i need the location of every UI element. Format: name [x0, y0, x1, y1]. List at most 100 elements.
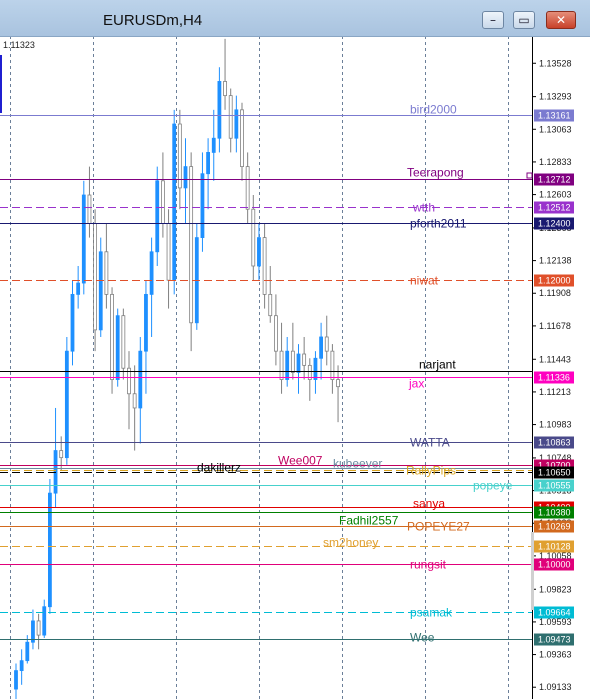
candle — [307, 358, 312, 401]
vertical-scrollbar[interactable] — [531, 532, 534, 610]
level-label-dakillerz: dakillerz — [197, 461, 241, 475]
candle-body — [155, 180, 160, 253]
price-tag-bg — [534, 606, 574, 619]
price-tag-label: 1.09664 — [538, 608, 571, 618]
level-label-psamak: psamak — [410, 606, 453, 620]
restore-button[interactable]: ▭ — [513, 11, 535, 29]
close-button[interactable]: ✕ — [546, 11, 576, 29]
y-tick-label: 1.11213 — [539, 387, 571, 397]
level-label-wee007: Wee007 — [278, 454, 323, 468]
price-tag: 1.10650 — [534, 466, 574, 479]
price-tag-label: 1.09473 — [538, 635, 571, 645]
price-tag-bg — [534, 633, 574, 646]
candle — [104, 223, 109, 309]
price-tag-label: 1.10000 — [538, 560, 571, 570]
corner-price-label: 1.11323 — [3, 40, 35, 50]
candle — [115, 308, 120, 387]
candle-body — [240, 109, 244, 168]
candle — [127, 351, 131, 430]
level-anchor-handle[interactable] — [526, 172, 533, 179]
candle-body — [121, 315, 126, 369]
level-label-sanya: sanya — [413, 497, 445, 511]
y-tick-label: 1.09133 — [539, 682, 572, 692]
candle — [53, 407, 58, 508]
candle-body — [183, 166, 188, 189]
y-tick-label: 1.09593 — [539, 617, 572, 627]
candle — [324, 315, 329, 366]
y-tick-label: 1.11678 — [539, 321, 571, 331]
candle-body — [127, 367, 131, 395]
level-label-kubeever: kubeever — [333, 457, 382, 471]
candle — [172, 109, 177, 295]
title-bar[interactable]: EURUSDm,H4 – ▭ ✕ — [0, 0, 590, 37]
candle-body — [206, 152, 211, 175]
candle — [144, 280, 148, 394]
candle-body — [313, 357, 318, 380]
y-tick-label: 1.10058 — [539, 551, 572, 561]
candle-body — [81, 194, 86, 284]
candle-body — [273, 315, 278, 352]
candle — [81, 180, 86, 295]
price-tag-label: 1.10863 — [538, 438, 571, 448]
candle — [217, 67, 222, 153]
candle-body — [330, 350, 335, 380]
level-label-niwat: niwat — [410, 274, 439, 288]
level-label-popeye27: POPEYE27 — [407, 520, 470, 534]
candle — [194, 223, 199, 330]
y-tick-label: 1.09823 — [539, 584, 572, 594]
candle-body — [64, 350, 69, 459]
candle — [251, 195, 256, 281]
candle-body — [189, 166, 194, 324]
price-tag-label: 1.12712 — [538, 175, 571, 185]
price-tag: 1.12512 — [534, 201, 574, 214]
candle-body — [132, 393, 137, 409]
price-tag: 1.10269 — [534, 520, 574, 533]
y-tick-label: 1.12833 — [539, 157, 572, 167]
price-tag: 1.13161 — [534, 109, 574, 122]
candle — [177, 109, 182, 210]
level-label-watta: WATTA — [410, 436, 450, 450]
candle — [313, 351, 318, 394]
candle-body — [93, 223, 97, 331]
close-icon: ✕ — [555, 13, 567, 27]
price-tag-bg — [534, 479, 574, 492]
price-tag-bg — [534, 558, 574, 571]
level-label-wee: Wee — [410, 631, 435, 645]
candle — [290, 322, 295, 380]
y-tick-label: 1.09363 — [539, 650, 572, 660]
price-tag: 1.09473 — [534, 633, 574, 646]
candle — [273, 294, 278, 366]
minimize-button[interactable]: – — [482, 11, 504, 29]
window-title: EURUSDm,H4 — [103, 12, 203, 29]
candle-body — [115, 315, 120, 380]
candle-body — [59, 450, 64, 459]
candle — [285, 336, 290, 387]
candle-body — [76, 282, 81, 295]
price-tag-bg — [534, 466, 574, 479]
candle — [211, 109, 216, 181]
candle-body — [31, 620, 35, 643]
candle-body — [172, 123, 177, 281]
price-tag-bg — [534, 274, 574, 287]
candle-body — [48, 492, 52, 608]
candle — [138, 336, 143, 444]
candle-body — [268, 293, 273, 317]
level-label-narjant: narjant — [419, 358, 456, 372]
candle-body — [257, 237, 261, 267]
candle-body — [307, 364, 312, 380]
candle-body — [87, 194, 92, 224]
y-tick-label: 1.12603 — [539, 190, 572, 200]
candle-body — [262, 237, 267, 295]
price-tag: 1.12400 — [534, 217, 574, 230]
candle — [110, 287, 114, 394]
price-tag-bg — [534, 109, 574, 122]
candle-body — [110, 293, 114, 380]
candle-body — [324, 336, 329, 352]
price-tag-label: 1.11336 — [538, 373, 570, 383]
candle-body — [14, 670, 18, 690]
candle-body — [53, 450, 58, 494]
y-tick-label: 1.11908 — [539, 288, 571, 298]
candle — [330, 344, 335, 394]
